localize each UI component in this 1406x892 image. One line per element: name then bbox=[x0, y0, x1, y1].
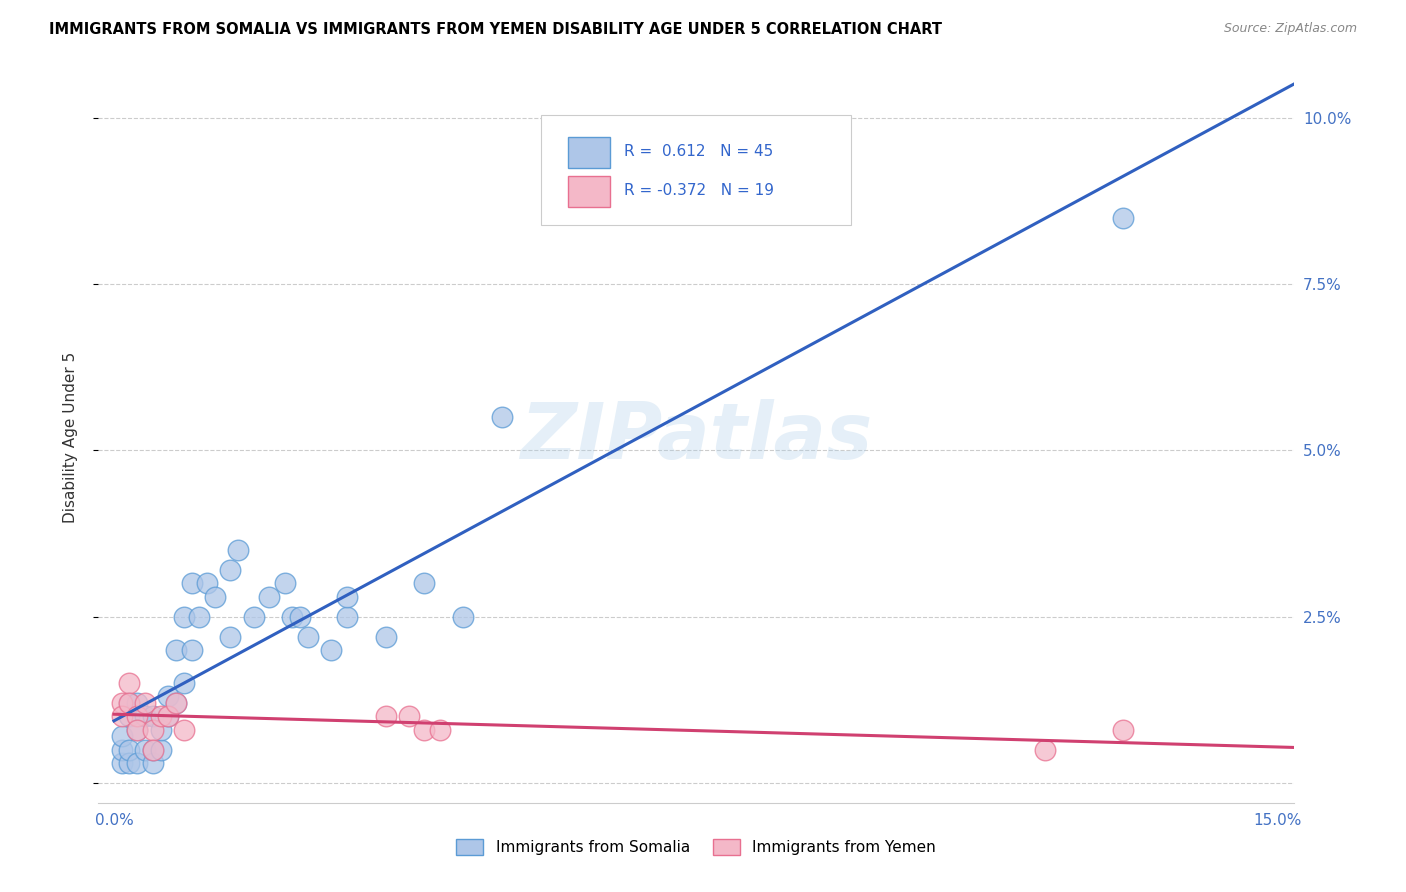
Point bbox=[180, 576, 202, 591]
Point bbox=[111, 756, 134, 770]
Point bbox=[127, 723, 149, 737]
Point bbox=[134, 696, 156, 710]
Point bbox=[127, 723, 149, 737]
Point bbox=[188, 609, 211, 624]
Point bbox=[321, 643, 343, 657]
Point bbox=[204, 590, 226, 604]
Point bbox=[142, 742, 165, 756]
Point bbox=[149, 709, 172, 723]
Point bbox=[413, 723, 436, 737]
Point bbox=[429, 723, 451, 737]
Point bbox=[111, 696, 134, 710]
Point bbox=[1112, 211, 1135, 225]
Point bbox=[374, 630, 396, 644]
Point bbox=[142, 723, 165, 737]
Point bbox=[374, 709, 396, 723]
Point bbox=[127, 696, 149, 710]
Point bbox=[273, 576, 295, 591]
Point bbox=[173, 609, 195, 624]
Text: R =  0.612   N = 45: R = 0.612 N = 45 bbox=[624, 145, 773, 160]
FancyBboxPatch shape bbox=[541, 115, 852, 225]
Point bbox=[111, 729, 134, 743]
FancyBboxPatch shape bbox=[568, 137, 610, 168]
Text: R = -0.372   N = 19: R = -0.372 N = 19 bbox=[624, 183, 775, 198]
Text: IMMIGRANTS FROM SOMALIA VS IMMIGRANTS FROM YEMEN DISABILITY AGE UNDER 5 CORRELAT: IMMIGRANTS FROM SOMALIA VS IMMIGRANTS FR… bbox=[49, 22, 942, 37]
Point bbox=[257, 590, 280, 604]
Point bbox=[173, 723, 195, 737]
Point bbox=[118, 696, 141, 710]
Point bbox=[226, 543, 249, 558]
Point bbox=[165, 696, 187, 710]
Text: Source: ZipAtlas.com: Source: ZipAtlas.com bbox=[1223, 22, 1357, 36]
Point bbox=[118, 676, 141, 690]
Point bbox=[111, 742, 134, 756]
Point bbox=[118, 709, 141, 723]
Point bbox=[127, 709, 149, 723]
Point bbox=[195, 576, 218, 591]
Point bbox=[451, 609, 474, 624]
Point bbox=[142, 709, 165, 723]
Point bbox=[157, 709, 180, 723]
Point bbox=[290, 609, 312, 624]
Point bbox=[336, 609, 359, 624]
Point bbox=[118, 742, 141, 756]
Point bbox=[1033, 742, 1056, 756]
Point bbox=[134, 742, 156, 756]
FancyBboxPatch shape bbox=[568, 176, 610, 207]
Point bbox=[165, 643, 187, 657]
Point bbox=[127, 756, 149, 770]
Point bbox=[134, 709, 156, 723]
Y-axis label: Disability Age Under 5: Disability Age Under 5 bbox=[63, 351, 77, 523]
Point bbox=[1112, 723, 1135, 737]
Point bbox=[118, 756, 141, 770]
Point bbox=[398, 709, 420, 723]
Point bbox=[157, 690, 180, 704]
Point bbox=[165, 696, 187, 710]
Point bbox=[157, 709, 180, 723]
Point bbox=[149, 742, 172, 756]
Point bbox=[142, 756, 165, 770]
Point bbox=[149, 723, 172, 737]
Point bbox=[180, 643, 202, 657]
Point bbox=[173, 676, 195, 690]
Legend: Immigrants from Somalia, Immigrants from Yemen: Immigrants from Somalia, Immigrants from… bbox=[450, 833, 942, 861]
Point bbox=[336, 590, 359, 604]
Point bbox=[111, 709, 134, 723]
Point bbox=[491, 410, 513, 425]
Point bbox=[242, 609, 264, 624]
Point bbox=[219, 630, 242, 644]
Point bbox=[281, 609, 304, 624]
Point bbox=[219, 563, 242, 577]
Text: ZIPatlas: ZIPatlas bbox=[520, 399, 872, 475]
Point bbox=[413, 576, 436, 591]
Point bbox=[142, 742, 165, 756]
Point bbox=[118, 696, 141, 710]
Point bbox=[297, 630, 319, 644]
